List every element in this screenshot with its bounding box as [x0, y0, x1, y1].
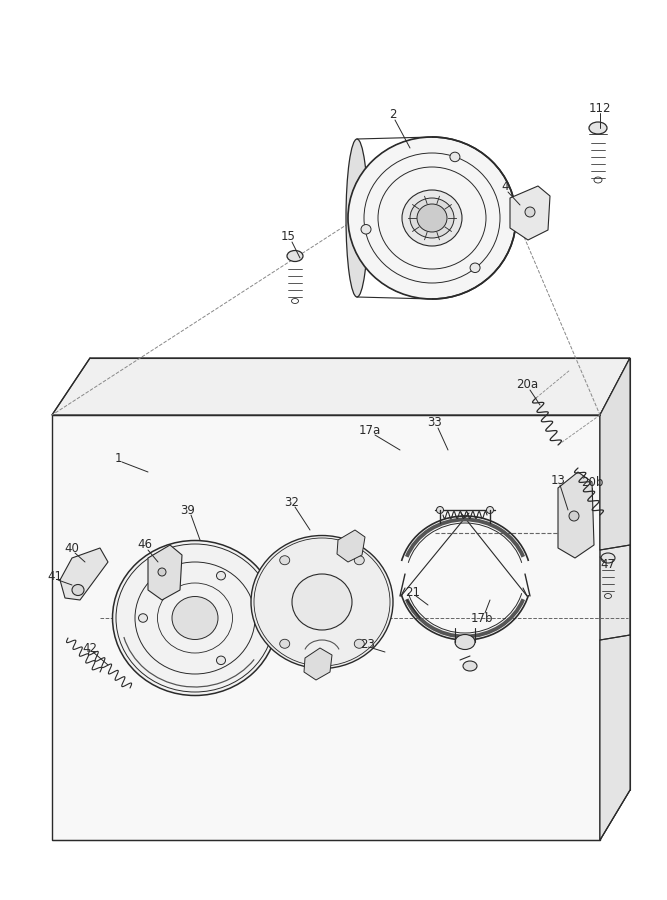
- Text: 4: 4: [501, 181, 509, 194]
- Text: 33: 33: [428, 417, 442, 429]
- Polygon shape: [600, 358, 630, 840]
- Polygon shape: [600, 635, 630, 840]
- Ellipse shape: [139, 614, 147, 622]
- Ellipse shape: [402, 190, 462, 246]
- Ellipse shape: [279, 555, 289, 564]
- Text: 20a: 20a: [516, 379, 538, 392]
- Ellipse shape: [348, 137, 516, 299]
- Ellipse shape: [455, 634, 475, 650]
- Ellipse shape: [450, 152, 460, 162]
- Polygon shape: [510, 186, 550, 240]
- Ellipse shape: [463, 661, 477, 671]
- Ellipse shape: [72, 584, 84, 596]
- Ellipse shape: [601, 553, 615, 563]
- Polygon shape: [52, 358, 630, 415]
- Text: 42: 42: [83, 642, 97, 654]
- Ellipse shape: [287, 250, 303, 262]
- Ellipse shape: [217, 572, 225, 580]
- Ellipse shape: [470, 263, 480, 273]
- Ellipse shape: [417, 204, 447, 232]
- Polygon shape: [52, 415, 600, 840]
- Polygon shape: [60, 548, 108, 600]
- Ellipse shape: [292, 574, 352, 630]
- Ellipse shape: [217, 656, 225, 664]
- Ellipse shape: [158, 568, 166, 576]
- Ellipse shape: [113, 541, 277, 696]
- Text: 13: 13: [550, 473, 566, 487]
- Ellipse shape: [569, 511, 579, 521]
- Text: 47: 47: [600, 559, 616, 572]
- Text: 17b: 17b: [471, 611, 494, 625]
- Text: 112: 112: [589, 102, 611, 114]
- Text: 23: 23: [361, 638, 376, 652]
- Ellipse shape: [172, 597, 218, 640]
- Ellipse shape: [486, 507, 494, 514]
- Text: 2: 2: [390, 109, 397, 122]
- Polygon shape: [558, 472, 594, 558]
- Polygon shape: [337, 530, 365, 562]
- Ellipse shape: [354, 639, 364, 648]
- Text: 15: 15: [281, 230, 295, 244]
- Ellipse shape: [251, 536, 393, 669]
- Text: 20b: 20b: [581, 476, 603, 490]
- Polygon shape: [148, 545, 182, 600]
- Text: 41: 41: [47, 571, 63, 583]
- Text: 39: 39: [181, 503, 195, 517]
- Ellipse shape: [361, 224, 371, 234]
- Ellipse shape: [525, 207, 535, 217]
- Text: 1: 1: [114, 452, 122, 464]
- Text: 21: 21: [406, 586, 420, 598]
- Ellipse shape: [354, 555, 364, 564]
- Ellipse shape: [410, 198, 454, 238]
- Ellipse shape: [279, 639, 289, 648]
- Text: 46: 46: [137, 538, 153, 552]
- Text: 40: 40: [65, 542, 79, 554]
- Polygon shape: [304, 648, 332, 680]
- Ellipse shape: [346, 139, 368, 297]
- Text: 17a: 17a: [359, 424, 381, 436]
- Text: 32: 32: [285, 496, 299, 508]
- Ellipse shape: [436, 507, 444, 514]
- Ellipse shape: [589, 122, 607, 134]
- Polygon shape: [600, 358, 630, 550]
